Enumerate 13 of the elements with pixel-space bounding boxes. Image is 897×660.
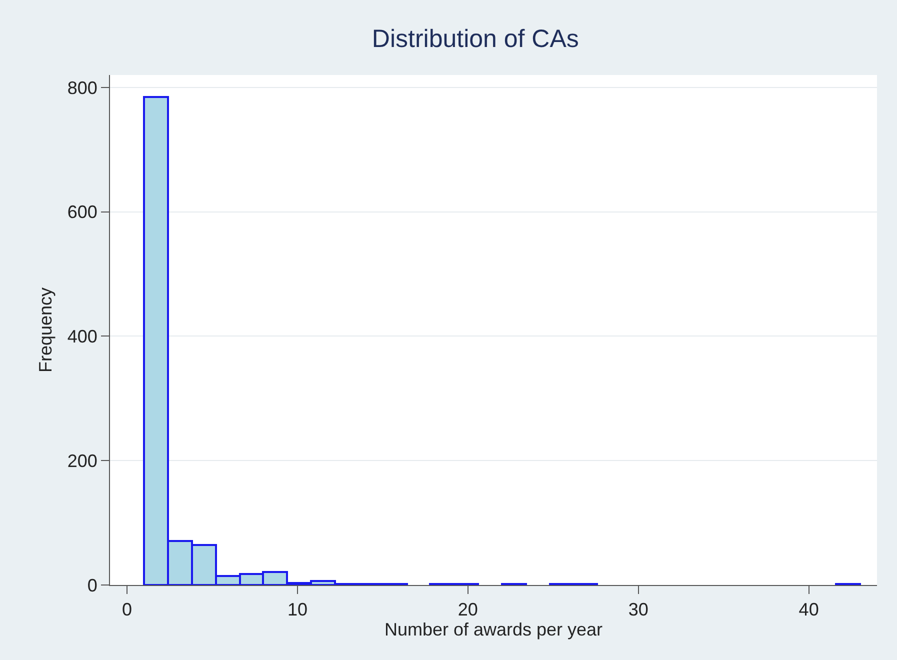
chart-title: Distribution of CAs	[372, 25, 579, 54]
y-tick-label: 0	[87, 575, 98, 596]
x-tick-label: 0	[122, 600, 132, 620]
y-tick-label: 400	[67, 326, 98, 347]
y-tick-label: 800	[67, 78, 98, 98]
x-tick-label: 10	[287, 600, 308, 620]
x-tick-label: 20	[458, 600, 478, 620]
y-tick-label: 600	[67, 202, 98, 222]
x-axis-title: Number of awards per year	[384, 620, 603, 640]
x-tick-label: 40	[798, 600, 819, 620]
x-tick-label: 30	[628, 600, 648, 620]
y-axis-title: Frequency	[36, 287, 56, 373]
y-tick-label: 200	[67, 450, 98, 471]
